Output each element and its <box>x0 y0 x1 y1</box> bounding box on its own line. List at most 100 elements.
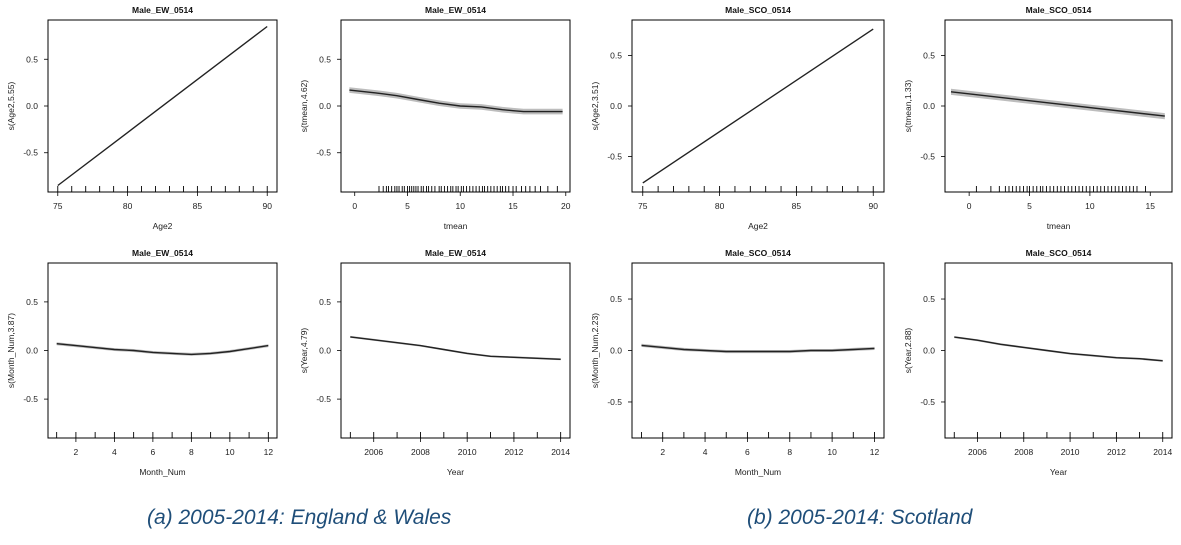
panel-3: Male_SCO_0514 -0.5 0.0 0.5 s(Age2,3.51) 75 80 8… <box>590 5 885 231</box>
smooth-line <box>350 336 561 360</box>
y-axis-label: s(Month_Num,2.23) <box>590 313 600 388</box>
y-tick-label: 0.0 <box>26 101 38 111</box>
x-tick-label: 80 <box>123 201 133 211</box>
x-tick-label: 85 <box>792 201 802 211</box>
x-tick-label: 4 <box>112 447 117 457</box>
x-tick-label: 75 <box>638 201 648 211</box>
y-tick-label: 0.5 <box>610 50 622 60</box>
x-tick-label: 85 <box>193 201 203 211</box>
x-tick-label: 2006 <box>364 447 383 457</box>
panel-2: Male_EW_0514 -0.5 0.0 0.5 s(tmean,4.62) 0 5 10 1… <box>299 5 571 231</box>
x-tick-label: 75 <box>53 201 63 211</box>
y-axis-label: s(Age2,5.55) <box>6 81 16 130</box>
caption-scotland: (b) 2005-2014: Scotland <box>747 506 973 529</box>
panel-title: Male_EW_0514 <box>132 5 193 15</box>
smooth-line <box>641 344 875 353</box>
y-tick-label: 0.0 <box>610 346 622 356</box>
x-axis-label: Month_Num <box>139 467 185 477</box>
x-tick-label: 10 <box>456 201 466 211</box>
y-tick-label: 0.5 <box>610 294 622 304</box>
x-axis-label: Age2 <box>153 221 173 231</box>
x-axis-label: Year <box>1050 467 1067 477</box>
x-tick-label: 2012 <box>1107 447 1126 457</box>
y-tick-label: 0.5 <box>319 54 331 64</box>
x-tick-label: 2012 <box>504 447 523 457</box>
panel-4: Male_SCO_0514 -0.5 0.0 0.5 s(tmean,1.33) 0 5 10… <box>903 5 1173 231</box>
y-tick-label: 0.5 <box>923 294 935 304</box>
y-tick-label: 0.0 <box>610 101 622 111</box>
x-tick-label: 0 <box>352 201 357 211</box>
y-tick-label: 0.0 <box>319 346 331 356</box>
x-tick-label: 2008 <box>1014 447 1033 457</box>
x-tick-label: 15 <box>508 201 518 211</box>
y-tick-label: 0.5 <box>923 50 935 60</box>
panel-title: Male_EW_0514 <box>425 5 486 15</box>
x-tick-label: 90 <box>262 201 272 211</box>
panel-title: Male_SCO_0514 <box>1026 248 1092 258</box>
x-tick-label: 2 <box>660 447 665 457</box>
x-tick-label: 2010 <box>1061 447 1080 457</box>
y-tick-label: 0.0 <box>923 346 935 356</box>
x-tick-label: 5 <box>1027 201 1032 211</box>
x-tick-label: 90 <box>869 201 879 211</box>
y-tick-label: 0.0 <box>923 101 935 111</box>
x-tick-label: 0 <box>967 201 972 211</box>
panel-title: Male_EW_0514 <box>425 248 486 258</box>
y-tick-label: 0.5 <box>319 297 331 307</box>
x-tick-label: 6 <box>745 447 750 457</box>
panel-6: Male_EW_0514 -0.5 0.0 0.5 s(Year,4.79) 2006 20… <box>299 248 571 477</box>
panel-5: Male_EW_0514 -0.5 0.0 0.5 s(Month_Num,3.87) 2… <box>6 248 278 477</box>
x-tick-label: 8 <box>787 447 792 457</box>
x-tick-label: 2 <box>74 447 79 457</box>
y-tick-label: -0.5 <box>607 152 622 162</box>
panel-title: Male_SCO_0514 <box>1026 5 1092 15</box>
caption-england-wales: (a) 2005-2014: England & Wales <box>147 506 452 529</box>
y-tick-label: 0.0 <box>319 101 331 111</box>
x-axis-label: Age2 <box>748 221 768 231</box>
panel-7: Male_SCO_0514 -0.5 0.0 0.5 s(Month_Num,2.23)… <box>590 248 885 477</box>
y-axis-label: s(Year,4.79) <box>299 328 309 374</box>
x-axis-label: tmean <box>1047 221 1071 231</box>
y-tick-label: -0.5 <box>316 148 331 158</box>
y-axis-label: s(tmean,4.62) <box>299 80 309 133</box>
x-tick-label: 2014 <box>1153 447 1172 457</box>
y-axis-label: s(Age2,3.51) <box>590 81 600 130</box>
x-axis-label: Month_Num <box>735 467 781 477</box>
smooth-line <box>57 25 268 187</box>
x-tick-label: 10 <box>225 447 235 457</box>
x-tick-label: 15 <box>1146 201 1156 211</box>
smooth-line <box>642 28 874 184</box>
x-tick-label: 80 <box>715 201 725 211</box>
x-axis-label: Year <box>447 467 464 477</box>
x-tick-label: 4 <box>703 447 708 457</box>
panel-1: Male_EW_0514 -0.5 0.0 0.5 s(Age2,5.55) 75 80 85… <box>6 5 278 231</box>
x-tick-label: 8 <box>189 447 194 457</box>
y-tick-label: 0.5 <box>26 297 38 307</box>
plot-frame <box>944 262 1173 439</box>
smooth-line <box>349 89 563 113</box>
panel-8: Male_SCO_0514 -0.5 0.0 0.5 s(Year,2.88) 2006 2… <box>903 248 1173 477</box>
confidence-band <box>349 87 563 115</box>
x-tick-label: 10 <box>1085 201 1095 211</box>
x-tick-label: 2010 <box>458 447 477 457</box>
y-tick-label: 0.5 <box>26 54 38 64</box>
panel-title: Male_EW_0514 <box>132 248 193 258</box>
y-axis-label: s(tmean,1.33) <box>903 80 913 133</box>
y-tick-label: -0.5 <box>607 397 622 407</box>
y-axis-label: s(Year,2.88) <box>903 328 913 374</box>
x-tick-label: 6 <box>151 447 156 457</box>
smooth-line <box>950 91 1165 117</box>
y-tick-label: -0.5 <box>316 394 331 404</box>
y-tick-label: -0.5 <box>920 397 935 407</box>
x-tick-label: 2014 <box>551 447 570 457</box>
y-tick-label: -0.5 <box>23 148 38 158</box>
x-tick-label: 2006 <box>968 447 987 457</box>
confidence-band <box>56 342 269 356</box>
x-tick-label: 12 <box>264 447 274 457</box>
smooth-line <box>954 336 1163 362</box>
y-tick-label: -0.5 <box>23 394 38 404</box>
panel-title: Male_SCO_0514 <box>725 248 791 258</box>
x-tick-label: 10 <box>827 447 837 457</box>
x-tick-label: 5 <box>405 201 410 211</box>
